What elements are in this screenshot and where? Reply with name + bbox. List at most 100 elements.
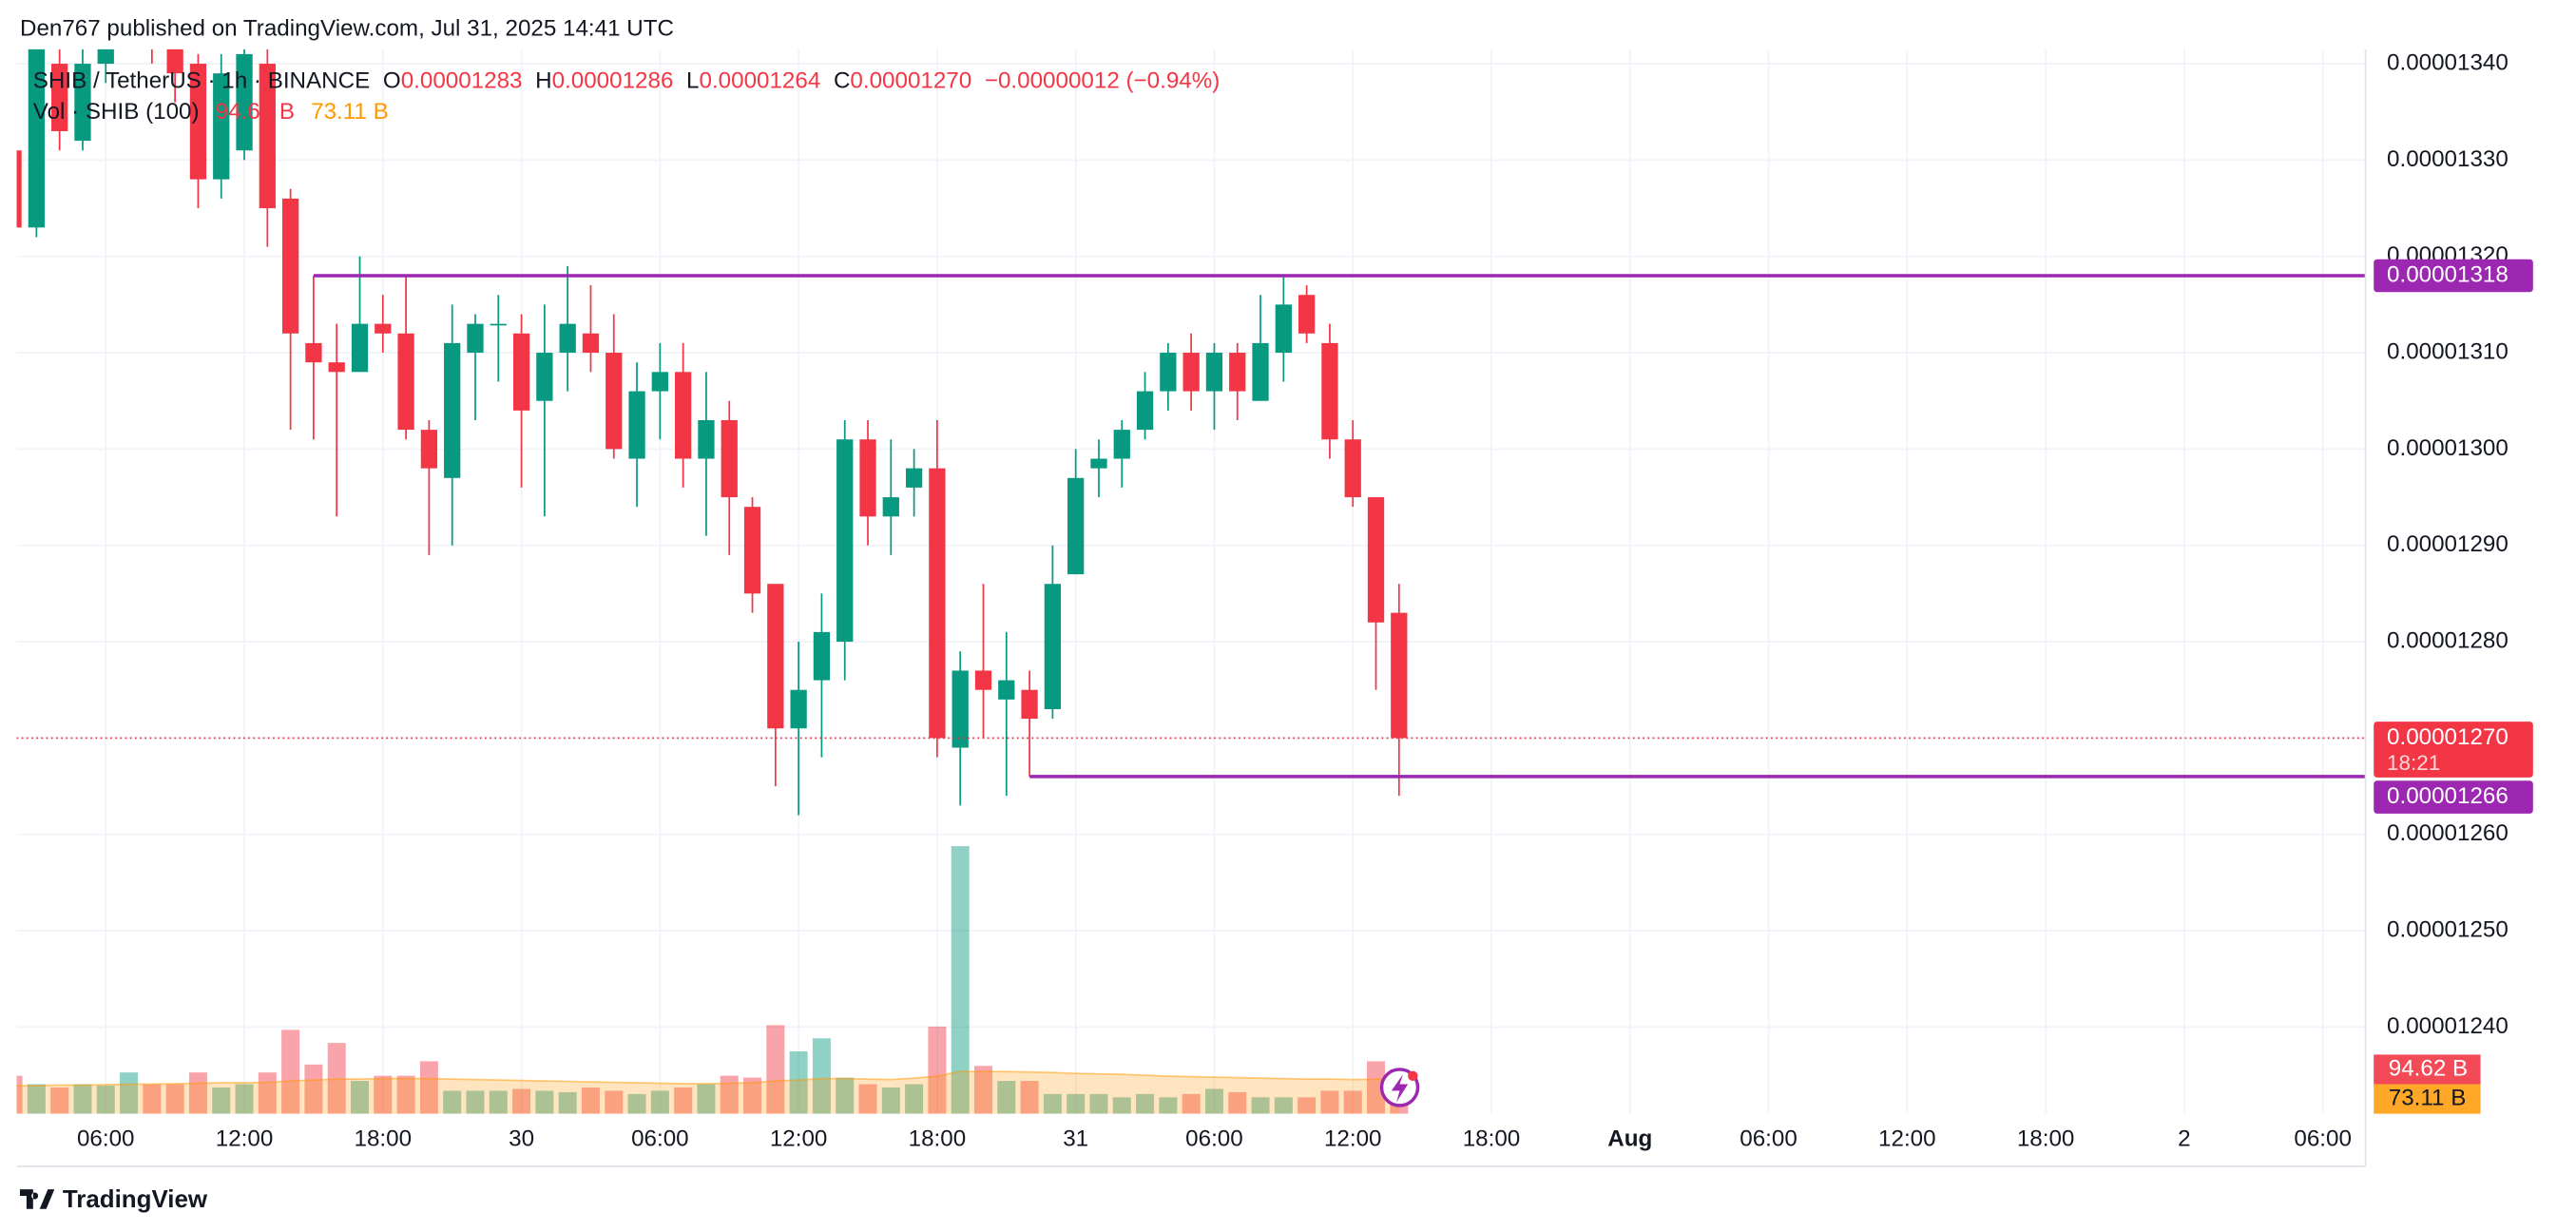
candle-body — [490, 323, 507, 326]
lightning-icon — [1379, 1068, 1420, 1107]
volume-bar — [789, 1051, 808, 1114]
volume-bar — [650, 1090, 669, 1114]
candle-body — [1321, 342, 1338, 440]
candle-body — [189, 64, 207, 180]
volume-value: 94.62 B — [216, 100, 295, 125]
volume-bar — [374, 1075, 393, 1114]
candle-body — [651, 372, 668, 392]
volume-bar — [120, 1072, 139, 1114]
level-label: 0.00001266 — [2387, 783, 2509, 809]
volume-bar — [535, 1090, 554, 1114]
volume-bar — [489, 1090, 508, 1114]
x-tick-label: 30 — [509, 1126, 534, 1152]
x-tick-label: 12:00 — [216, 1126, 274, 1152]
candle-body — [236, 53, 253, 151]
candle-body — [998, 680, 1015, 700]
candle-body — [675, 372, 692, 459]
volume-bar — [212, 1087, 231, 1114]
candle-body — [536, 353, 553, 401]
x-tick-label: 18:00 — [1463, 1126, 1521, 1152]
candle-body — [1090, 458, 1107, 469]
x-tick-label: 12:00 — [1878, 1126, 1936, 1152]
volume-bar — [281, 1030, 300, 1114]
volume-bar — [973, 1066, 992, 1114]
volume-axis-label: 94.62 B — [2389, 1055, 2468, 1081]
volume-bar — [1089, 1093, 1108, 1114]
volume-bar — [581, 1087, 600, 1114]
candle-body — [882, 497, 899, 517]
volume-bar — [96, 1086, 115, 1114]
volume-bar — [858, 1084, 877, 1114]
volume-bar — [1204, 1088, 1223, 1114]
candle-body — [512, 333, 530, 411]
candle-body — [743, 507, 761, 594]
volume-bar — [928, 1026, 947, 1114]
volume-bar — [1043, 1093, 1062, 1114]
candle-body — [281, 198, 299, 334]
volume-ma-value: 73.11 B — [311, 100, 389, 125]
volume-bar — [951, 846, 970, 1114]
y-tick-label: 0.00001300 — [2387, 435, 2509, 461]
axes: 0.00001240 0.00001250 0.00001260 0.00001270… — [77, 49, 2533, 1152]
x-tick-label: 06:00 — [631, 1126, 689, 1152]
candle-body — [1252, 342, 1269, 401]
volume-bar — [1020, 1081, 1039, 1114]
y-tick-label: 0.00001260 — [2387, 820, 2509, 846]
volume-bar — [766, 1025, 785, 1114]
candle-body — [305, 342, 322, 363]
volume-bar — [836, 1077, 855, 1114]
volume-bar — [1182, 1093, 1201, 1114]
volume-bar — [304, 1064, 323, 1114]
l-key: L — [686, 68, 699, 94]
volume-bar — [1251, 1097, 1270, 1114]
volume-bar — [1136, 1093, 1155, 1114]
candle-body — [836, 439, 854, 643]
volume-bar — [905, 1084, 924, 1114]
level-label: 0.00001318 — [2387, 261, 2509, 287]
candle-body — [1229, 353, 1246, 392]
candle-body — [767, 584, 784, 729]
candle-body — [1136, 391, 1154, 431]
change: −0.00000012 (−0.94%) — [985, 68, 1220, 94]
volume-bar — [466, 1090, 485, 1114]
x-tick-label: 31 — [1063, 1126, 1088, 1152]
volume-bar — [351, 1081, 370, 1114]
candle-body — [1160, 353, 1177, 392]
volume-bar — [50, 1087, 69, 1114]
x-tick-label: 18:00 — [355, 1126, 413, 1152]
volume-ma-area — [16, 1071, 1399, 1114]
volume-bar — [1298, 1097, 1317, 1114]
candle-body — [51, 64, 68, 131]
candle-body — [16, 150, 22, 228]
volume-bar — [1367, 1061, 1386, 1114]
h-value: 0.00001286 — [552, 68, 674, 94]
candle-body — [1275, 304, 1292, 354]
candle-body — [213, 73, 230, 180]
candle-body — [974, 670, 992, 690]
logo: TradingView — [19, 1186, 208, 1213]
volume-bar — [1320, 1090, 1339, 1114]
candle-body — [121, 0, 137, 15]
candle-body — [74, 64, 91, 142]
candle-body — [1344, 439, 1361, 498]
volume-ma-line — [16, 1070, 1399, 1087]
volume-bar — [697, 1084, 716, 1114]
volume-bar — [73, 1084, 92, 1114]
x-tick-label: 18:00 — [2017, 1126, 2075, 1152]
o-value: 0.00001283 — [401, 68, 523, 94]
volume-box — [2374, 1054, 2481, 1085]
candle-body — [606, 353, 623, 450]
candle-body — [1298, 295, 1316, 334]
volume-bar — [1274, 1097, 1293, 1114]
candle-body — [420, 430, 438, 469]
attribution: Den767 published on TradingView.com, Jul… — [20, 15, 674, 41]
symbol: SHIB / TetherUS · 1h · BINANCE — [33, 68, 370, 94]
candle-body — [952, 670, 969, 748]
volume-bar — [1067, 1093, 1086, 1114]
h-key: H — [535, 68, 551, 94]
l-value: 0.00001264 — [700, 68, 821, 94]
volume-bar — [674, 1087, 693, 1114]
x-tick-label: 2 — [2178, 1126, 2190, 1152]
x-tick-label: Aug — [1607, 1126, 1652, 1152]
